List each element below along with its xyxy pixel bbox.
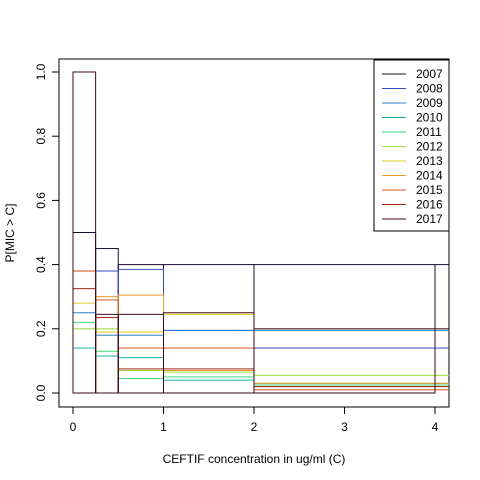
y-tick-label: 0.8 — [34, 128, 48, 145]
legend-item: 2012 — [382, 140, 443, 154]
legend-label: 2007 — [416, 67, 443, 81]
legend-item: 2008 — [382, 82, 443, 96]
step-segment — [117, 331, 164, 394]
legend-label: 2015 — [416, 183, 443, 197]
legend-item: 2013 — [382, 154, 443, 168]
step-segment — [163, 379, 255, 394]
x-tick-label: 3 — [341, 420, 348, 434]
step-segment — [163, 312, 255, 394]
legend-item: 2016 — [382, 198, 443, 212]
series-2016 — [72, 288, 449, 394]
step-segment — [163, 264, 255, 394]
step-segment — [253, 374, 436, 394]
step-segment — [163, 329, 255, 394]
step-segment — [72, 347, 97, 394]
step-segment — [253, 328, 436, 394]
y-axis-label: P[MIC > C] — [3, 203, 17, 262]
step-segment — [95, 331, 119, 394]
step-segment — [117, 370, 164, 394]
step-segment — [117, 334, 164, 394]
legend-item: 2009 — [382, 96, 443, 110]
x-axis: 0 1 2 3 4 — [70, 406, 439, 434]
y-tick-label: 0.0 — [34, 384, 48, 401]
legend-label: 2013 — [416, 154, 443, 168]
y-tick-label: 1.0 — [34, 63, 48, 80]
step-segment — [95, 350, 119, 394]
step-segment — [72, 270, 97, 394]
legend-label: 2017 — [416, 212, 443, 226]
step-segment — [95, 296, 119, 394]
legend-item: 2017 — [382, 212, 443, 226]
step-segment — [95, 334, 119, 394]
legend-label: 2011 — [416, 125, 442, 139]
step-segment — [72, 270, 97, 394]
step-segment — [117, 313, 164, 394]
step-segment — [163, 376, 255, 394]
legend-item: 2011 — [382, 125, 442, 139]
x-axis-label: CEFTIF concentration in ug/ml (C) — [163, 452, 346, 466]
series-2009 — [72, 312, 449, 394]
y-tick-label: 0.4 — [34, 256, 48, 273]
step-segment — [72, 270, 97, 394]
legend-item: 2014 — [382, 169, 443, 183]
step-segment — [95, 355, 119, 394]
step-segment — [95, 248, 119, 394]
series-2017 — [72, 71, 449, 394]
step-segment — [117, 357, 164, 394]
step-segment — [163, 370, 255, 394]
series-layer — [72, 71, 449, 394]
step-segment — [163, 329, 255, 394]
step-segment — [95, 328, 119, 394]
step-segment — [72, 312, 97, 394]
x-tick-label: 4 — [432, 420, 439, 434]
x-tick-label: 0 — [70, 420, 77, 434]
legend-item: 2015 — [382, 183, 443, 197]
legend-item: 2007 — [382, 67, 443, 81]
step-segment — [117, 268, 164, 394]
step-segment — [72, 328, 97, 394]
step-segment — [72, 71, 97, 394]
legend-label: 2016 — [416, 198, 443, 212]
step-segment — [117, 378, 164, 394]
legend-label: 2009 — [416, 96, 443, 110]
y-tick-label: 0.6 — [34, 192, 48, 209]
step-segment — [163, 313, 255, 394]
x-tick-label: 2 — [251, 420, 258, 434]
legend-label: 2010 — [416, 111, 443, 125]
step-segment — [95, 313, 119, 394]
step-segment — [72, 288, 97, 394]
legend-label: 2008 — [416, 82, 443, 96]
step-segment — [163, 371, 255, 394]
series-2008 — [72, 268, 449, 394]
x-tick-label: 1 — [160, 420, 167, 434]
legend-label: 2014 — [416, 169, 443, 183]
y-tick-label: 0.2 — [34, 320, 48, 337]
legend: 2007200820092010201120122013201420152016… — [373, 59, 450, 232]
step-segment — [117, 264, 164, 394]
legend-item: 2010 — [382, 111, 443, 125]
y-axis: 0.0 0.2 0.4 0.6 0.8 1.0 — [34, 63, 60, 401]
step-segment — [117, 368, 164, 394]
step-segment — [72, 321, 97, 394]
legend-label: 2012 — [416, 140, 443, 154]
